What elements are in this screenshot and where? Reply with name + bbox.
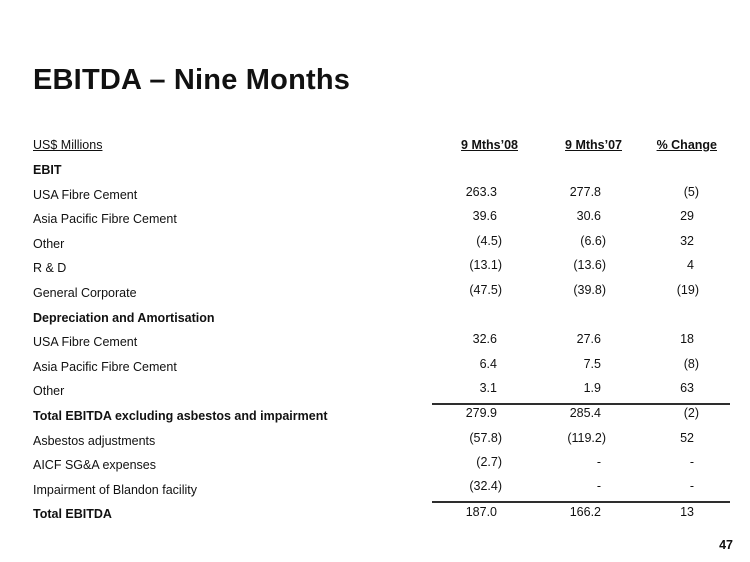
row-label: Other	[33, 384, 65, 399]
cell-pct-change: (8)	[683, 356, 699, 371]
cell-pct-change	[622, 306, 730, 331]
cell-9mths07: 285.4	[569, 406, 601, 421]
table-row-ebit-section: EBIT	[33, 158, 730, 183]
cell-9mths08: 187.0	[465, 504, 497, 519]
table-row: USA Fibre Cement 263.3 277.8 (5)	[33, 183, 730, 208]
table-header-row: US$ Millions 9 Mths’08 9 Mths’07 % Chang…	[33, 132, 730, 158]
cell-9mths07: (119.2)	[567, 430, 606, 445]
table-row-depreciation-section: Depreciation and Amortisation	[33, 306, 730, 331]
cell-9mths07: 166.2	[569, 504, 601, 519]
cell-9mths07: 27.6	[576, 332, 601, 347]
row-label: Asbestos adjustments	[33, 433, 156, 448]
table-row: USA Fibre Cement 32.6 27.6 18	[33, 330, 730, 355]
cell-9mths07: 1.9	[518, 379, 622, 405]
table-row: Asbestos adjustments (57.8) (119.2) 52	[33, 429, 730, 454]
row-label: Total EBITDA excluding asbestos and impa…	[33, 408, 328, 423]
cell-pct-change: (2)	[683, 406, 699, 421]
cell-9mths08: 3.1	[432, 379, 518, 405]
table-row: Asia Pacific Fibre Cement 6.4 7.5 (8)	[33, 355, 730, 380]
cell-9mths08: (13.1)	[469, 258, 502, 273]
cell-pct-change: (19)	[676, 283, 699, 298]
cell-9mths08: (4.5)	[476, 233, 502, 248]
unit-label: US$ Millions	[33, 137, 103, 152]
cell-9mths07: 277.8	[569, 184, 601, 199]
cell-pct-change: 52	[680, 430, 694, 445]
row-label: Asia Pacific Fibre Cement	[33, 212, 177, 227]
row-label: Depreciation and Amortisation	[33, 310, 215, 325]
cell-pct-change: -	[689, 455, 694, 470]
cell-pct-change: 4	[687, 258, 694, 273]
column-header-pct-change: % Change	[656, 137, 717, 152]
cell-9mths08: 279.9	[465, 406, 497, 421]
cell-pct-change	[622, 158, 730, 183]
cell-9mths07: (6.6)	[580, 233, 606, 248]
cell-pct-change: 32	[680, 233, 694, 248]
ebitda-table: US$ Millions 9 Mths’08 9 Mths’07 % Chang…	[33, 132, 730, 527]
cell-9mths08: (32.4)	[432, 477, 518, 504]
cell-9mths07: 30.6	[576, 209, 601, 224]
table-row: Other (4.5) (6.6) 32	[33, 232, 730, 257]
cell-9mths08: (47.5)	[469, 283, 502, 298]
cell-9mths08: 6.4	[479, 356, 497, 371]
cell-pct-change: 63	[622, 379, 730, 405]
column-header-9mths08: 9 Mths’08	[461, 137, 518, 152]
table-row: Other 3.1 1.9 63	[33, 379, 730, 405]
cell-9mths07: -	[518, 477, 622, 504]
row-label: USA Fibre Cement	[33, 187, 138, 202]
cell-pct-change: -	[622, 477, 730, 504]
table-row: AICF SG&A expenses (2.7) - -	[33, 453, 730, 478]
table-row: Asia Pacific Fibre Cement 39.6 30.6 29	[33, 207, 730, 232]
row-label: R & D	[33, 261, 67, 276]
row-label: USA Fibre Cement	[33, 335, 138, 350]
page-number: 47	[719, 538, 733, 552]
slide-title: EBITDA – Nine Months	[33, 64, 351, 96]
cell-9mths08: (2.7)	[476, 455, 502, 470]
cell-9mths08: 39.6	[472, 209, 497, 224]
cell-9mths08: 263.3	[465, 184, 497, 199]
cell-pct-change: 13	[680, 504, 694, 519]
table-row-total-ebitda: Total EBITDA 187.0 166.2 13	[33, 502, 730, 527]
table-row-total-excluding: Total EBITDA excluding asbestos and impa…	[33, 404, 730, 429]
table-row: Impairment of Blandon facility (32.4) - …	[33, 477, 730, 504]
cell-9mths08: (57.8)	[469, 430, 502, 445]
cell-9mths08	[432, 158, 518, 183]
cell-9mths07	[518, 158, 622, 183]
row-label: Asia Pacific Fibre Cement	[33, 359, 177, 374]
row-label: EBIT	[33, 163, 62, 178]
row-label: General Corporate	[33, 286, 137, 301]
row-label: Total EBITDA	[33, 507, 112, 522]
cell-pct-change: 18	[680, 332, 694, 347]
cell-9mths07: (39.8)	[573, 283, 606, 298]
column-header-9mths07: 9 Mths’07	[565, 137, 622, 152]
cell-pct-change: 29	[680, 209, 694, 224]
cell-9mths08	[432, 306, 518, 331]
cell-pct-change: (5)	[683, 184, 699, 199]
row-label: Impairment of Blandon facility	[33, 482, 197, 497]
row-label: AICF SG&A expenses	[33, 458, 156, 473]
cell-9mths07: 7.5	[583, 356, 601, 371]
cell-9mths07: (13.6)	[573, 258, 606, 273]
cell-9mths08: 32.6	[472, 332, 497, 347]
row-label: Other	[33, 236, 65, 251]
cell-9mths07: -	[596, 455, 601, 470]
table-row: R & D (13.1) (13.6) 4	[33, 256, 730, 281]
table-row: General Corporate (47.5) (39.8) (19)	[33, 281, 730, 306]
cell-9mths07	[518, 306, 622, 331]
